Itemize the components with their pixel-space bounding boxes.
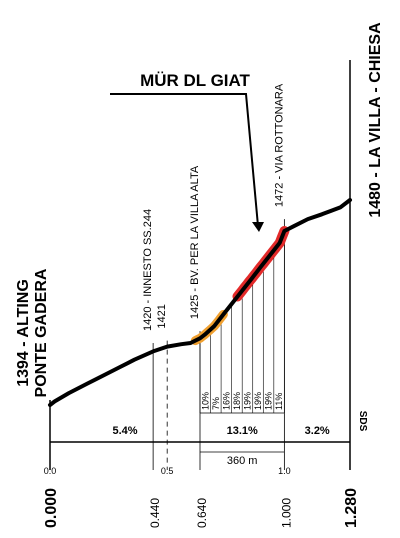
chart-title: MÜR DL GIAT — [140, 71, 250, 90]
grid-layer — [49, 60, 351, 470]
start-name-line2: PONTE GADERA — [33, 268, 50, 397]
detail-slope-label: 18% — [232, 392, 242, 410]
label-layer: 1420 - INNESTO SS.244 1421 1425 - BV. PER … — [43, 83, 360, 528]
sds-logo: SDS — [357, 411, 368, 432]
title-pointer-line — [110, 93, 259, 227]
waypoint-label: 1425 - BV. PER LA VILLA ALTA — [189, 165, 201, 319]
detail-slope-label: 19% — [242, 392, 252, 410]
detail-slope-label: 19% — [264, 392, 274, 410]
distance-label: 360 m — [227, 455, 258, 467]
detail-slope-label: 7% — [211, 397, 221, 410]
minor-tick-label: 1.0 — [278, 466, 291, 476]
detail-slope-label: 11% — [274, 393, 284, 410]
minor-tick-label: 0.0 — [44, 466, 57, 476]
main-tick-label: 0.000 — [43, 488, 60, 528]
main-tick-label: 0.440 — [148, 498, 162, 528]
waypoint-label: 1472 - VIA ROTTONARA — [273, 83, 285, 207]
title-pointer-arrowhead — [252, 222, 264, 232]
end-name: 1480 - LA VILLA - CHIESA — [367, 22, 384, 218]
main-tick-label: 0.640 — [195, 498, 209, 528]
gradient-label: 3.2% — [305, 425, 330, 437]
detail-slope-label: 19% — [253, 392, 263, 410]
gradient-label: 13.1% — [227, 425, 258, 437]
main-tick-label: 1.280 — [343, 488, 360, 528]
profile-layer — [48, 198, 352, 407]
gradient-label: 5.4% — [112, 425, 137, 437]
start-name-line1: 1394 - ALTING — [15, 279, 32, 387]
elevation-profile-line — [48, 198, 352, 407]
waypoint-label: 1420 - INNESTO SS.244 — [142, 209, 154, 331]
minor-tick-label: 0.5 — [161, 466, 174, 476]
detail-slope-label: 10% — [200, 392, 210, 410]
detail-slope-label: 16% — [221, 392, 231, 410]
waypoint-label: 1421 — [156, 304, 168, 328]
main-tick-label: 1.000 — [279, 498, 293, 528]
